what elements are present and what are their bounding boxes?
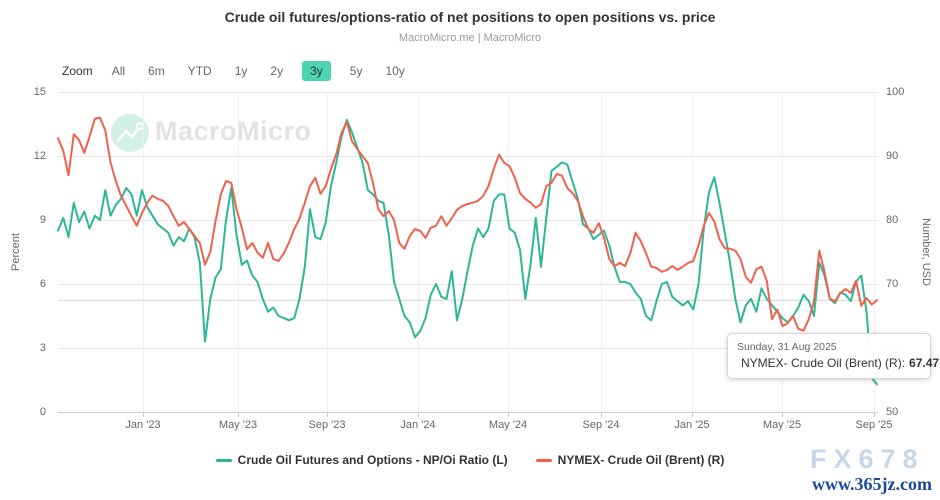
range-button-6m[interactable]: 6m <box>148 64 165 78</box>
x-tick-sep24: Sep '24 <box>582 419 620 431</box>
y-right-tick-90: 90 <box>886 150 899 162</box>
legend-dash-ratio-icon <box>215 458 232 462</box>
x-tick-jan23: Jan '23 <box>125 419 161 431</box>
macromicro-logo-icon <box>111 114 149 152</box>
range-button-10y[interactable]: 10y <box>385 64 405 78</box>
series-brent-line[interactable] <box>57 116 878 332</box>
y-right-tick-80: 80 <box>886 214 899 226</box>
tooltip-series-label: NYMEX- Crude Oil (Brent) (R): <box>741 356 906 370</box>
legend-item-brent[interactable]: NYMEX- Crude Oil (Brent) (R) <box>535 453 725 467</box>
x-tick-may24: May '24 <box>488 419 528 431</box>
y-right-axis-title: Number, USD <box>920 218 932 286</box>
y-right-tick-50: 50 <box>886 406 899 418</box>
range-button-all[interactable]: All <box>111 64 126 78</box>
legend-label-ratio: Crude Oil Futures and Options - NP/Oi Ra… <box>237 453 508 467</box>
macromicro-watermark-text: MacroMicro <box>155 116 312 146</box>
legend-dash-brent-icon <box>535 458 552 462</box>
y-right-tick-70: 70 <box>886 278 899 290</box>
legend-label-brent: NYMEX- Crude Oil (Brent) (R) <box>557 453 725 467</box>
y-right-tick-100: 100 <box>886 86 905 98</box>
y-left-axis-title: Percent <box>10 233 22 271</box>
range-button-3y-selected[interactable]: 3y <box>302 61 331 81</box>
y-left-tick-15: 15 <box>33 86 46 98</box>
x-tick-may25: May '25 <box>762 419 802 431</box>
tooltip: Sunday, 31 Aug 2025 NYMEX- Crude Oil (Br… <box>727 333 939 379</box>
x-tick-jan24: Jan '24 <box>400 419 436 431</box>
range-button-1y[interactable]: 1y <box>234 64 248 78</box>
range-button-2y[interactable]: 2y <box>270 64 284 78</box>
legend: Crude Oil Futures and Options - NP/Oi Ra… <box>0 453 940 467</box>
tooltip-date: Sunday, 31 Aug 2025 <box>737 341 837 353</box>
x-tick-jan25: Jan '25 <box>674 419 710 431</box>
x-tick-may23: May '23 <box>218 419 258 431</box>
x-axis-line <box>58 412 878 417</box>
x-tick-sep25: Sep '25 <box>855 419 893 431</box>
zoom-label: Zoom <box>62 64 93 78</box>
legend-item-ratio[interactable]: Crude Oil Futures and Options - NP/Oi Ra… <box>215 453 508 467</box>
range-button-ytd[interactable]: YTD <box>187 64 212 78</box>
y-left-tick-0: 0 <box>39 406 46 418</box>
range-toolbar: Zoom All 6m YTD 1y 2y 3y 5y 10y <box>62 61 409 81</box>
y-left-tick-12: 12 <box>33 150 46 162</box>
tooltip-value: 67.47 <box>909 356 940 370</box>
y-left-tick-3: 3 <box>39 342 46 354</box>
y-left-tick-6: 6 <box>39 278 46 290</box>
site-url-watermark: www.365jz.com <box>812 474 932 494</box>
range-button-5y[interactable]: 5y <box>349 64 363 78</box>
x-tick-sep23: Sep '23 <box>308 419 346 431</box>
fx678-watermark: FX678 <box>810 444 925 474</box>
tooltip-row: NYMEX- Crude Oil (Brent) (R): 67.47 <box>737 356 939 370</box>
y-left-tick-9: 9 <box>39 214 46 226</box>
page-subtitle: MacroMicro.me | MacroMicro <box>398 32 542 44</box>
page-title: Crude oil futures/options-ratio of net p… <box>224 9 716 25</box>
